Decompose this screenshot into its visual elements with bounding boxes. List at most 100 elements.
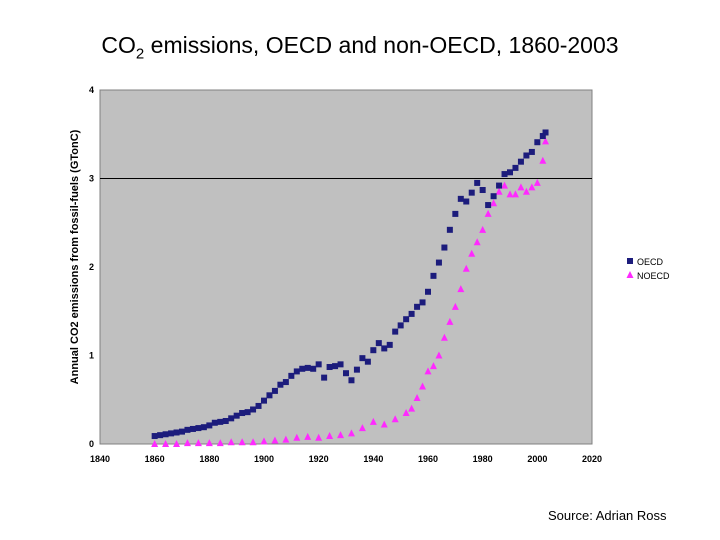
oecd-point bbox=[168, 430, 175, 437]
noecd-point bbox=[194, 439, 202, 447]
legend-noecd-label: NOECD bbox=[637, 271, 670, 281]
noecd-point bbox=[413, 393, 421, 401]
data-marks bbox=[151, 129, 550, 447]
noecd-point bbox=[539, 156, 547, 164]
noecd-point bbox=[435, 351, 443, 359]
oecd-point bbox=[474, 179, 481, 186]
oecd-point bbox=[353, 366, 360, 373]
noecd-point bbox=[151, 440, 159, 447]
legend-oecd-label: OECD bbox=[637, 257, 664, 267]
noecd-point bbox=[446, 317, 454, 325]
noecd-point bbox=[457, 285, 465, 293]
oecd-point bbox=[233, 412, 240, 419]
oecd-point bbox=[468, 189, 475, 196]
noecd-point bbox=[173, 440, 181, 447]
oecd-point bbox=[239, 410, 246, 417]
noecd-point bbox=[542, 137, 550, 145]
x-tick-label: 2000 bbox=[527, 454, 547, 464]
noecd-point bbox=[282, 435, 290, 443]
noecd-point bbox=[484, 209, 492, 217]
noecd-point bbox=[451, 302, 459, 310]
noecd-point bbox=[183, 439, 191, 447]
oecd-point bbox=[457, 195, 464, 202]
oecd-point bbox=[408, 310, 415, 317]
oecd-point bbox=[446, 226, 453, 233]
oecd-point bbox=[419, 299, 426, 306]
noecd-point bbox=[517, 183, 525, 191]
noecd-point bbox=[506, 190, 514, 198]
y-axis-label: Annual CO2 emissions from fossil-fuels (… bbox=[69, 129, 81, 384]
noecd-point bbox=[358, 424, 366, 432]
oecd-point bbox=[479, 187, 486, 194]
noecd-point bbox=[533, 178, 541, 186]
noecd-point bbox=[216, 439, 224, 447]
noecd-point bbox=[205, 439, 213, 447]
oecd-point bbox=[430, 272, 437, 279]
oecd-point bbox=[271, 387, 278, 394]
x-tick-label: 1980 bbox=[473, 454, 493, 464]
x-tick-label: 1880 bbox=[199, 454, 219, 464]
oecd-point bbox=[321, 374, 328, 381]
x-tick-label: 1900 bbox=[254, 454, 274, 464]
y-tick-label: 1 bbox=[89, 351, 94, 361]
x-tick-label: 2020 bbox=[582, 454, 602, 464]
oecd-point bbox=[441, 244, 448, 251]
y-tick-label: 3 bbox=[89, 174, 94, 184]
oecd-point bbox=[162, 431, 169, 438]
oecd-point bbox=[179, 428, 185, 435]
oecd-point bbox=[222, 417, 229, 424]
oecd-point bbox=[381, 345, 388, 352]
oecd-point bbox=[528, 148, 535, 155]
oecd-point bbox=[184, 426, 191, 433]
noecd-point bbox=[479, 225, 487, 233]
noecd-point bbox=[511, 190, 519, 198]
oecd-point bbox=[310, 365, 317, 372]
oecd-point bbox=[228, 415, 235, 422]
noecd-point bbox=[337, 431, 345, 439]
oecd-point bbox=[542, 129, 549, 136]
oecd-point bbox=[217, 418, 224, 425]
oecd-point bbox=[288, 372, 295, 379]
oecd-point bbox=[392, 328, 399, 335]
oecd-point bbox=[173, 429, 180, 436]
noecd-point bbox=[473, 238, 481, 246]
oecd-point bbox=[211, 419, 218, 426]
oecd-point bbox=[255, 402, 262, 409]
oecd-point bbox=[364, 358, 371, 365]
noecd-point bbox=[522, 187, 530, 195]
oecd-point bbox=[463, 198, 470, 205]
oecd-point bbox=[337, 361, 344, 368]
noecd-point bbox=[391, 415, 399, 423]
noecd-point bbox=[162, 440, 170, 447]
legend-noecd-marker bbox=[626, 271, 634, 278]
noecd-point bbox=[227, 438, 235, 446]
noecd-point bbox=[402, 409, 410, 417]
noecd-point bbox=[408, 404, 416, 412]
x-tick-label: 1960 bbox=[418, 454, 438, 464]
oecd-point bbox=[414, 303, 421, 310]
x-tick-label: 1860 bbox=[145, 454, 165, 464]
noecd-point bbox=[440, 333, 448, 341]
noecd-point bbox=[347, 429, 355, 437]
oecd-point bbox=[523, 152, 530, 159]
oecd-point bbox=[370, 347, 377, 354]
noecd-point bbox=[304, 432, 312, 440]
noecd-point bbox=[315, 433, 323, 441]
noecd-point bbox=[271, 436, 279, 444]
oecd-point bbox=[496, 182, 503, 189]
noecd-point bbox=[468, 249, 476, 257]
oecd-point bbox=[507, 169, 513, 176]
oecd-point bbox=[539, 133, 546, 140]
noecd-point bbox=[501, 181, 509, 189]
oecd-point bbox=[403, 316, 410, 323]
noecd-point bbox=[249, 438, 257, 446]
y-ticks: 0 1 2 3 4 bbox=[89, 85, 94, 449]
oecd-point bbox=[195, 425, 202, 432]
oecd-point bbox=[189, 425, 196, 432]
oecd-point bbox=[485, 202, 492, 209]
x-tick-label: 1840 bbox=[90, 454, 110, 464]
legend-oecd-marker bbox=[627, 258, 633, 264]
legend: OECD NOECD bbox=[626, 257, 670, 281]
noecd-point bbox=[424, 367, 432, 375]
